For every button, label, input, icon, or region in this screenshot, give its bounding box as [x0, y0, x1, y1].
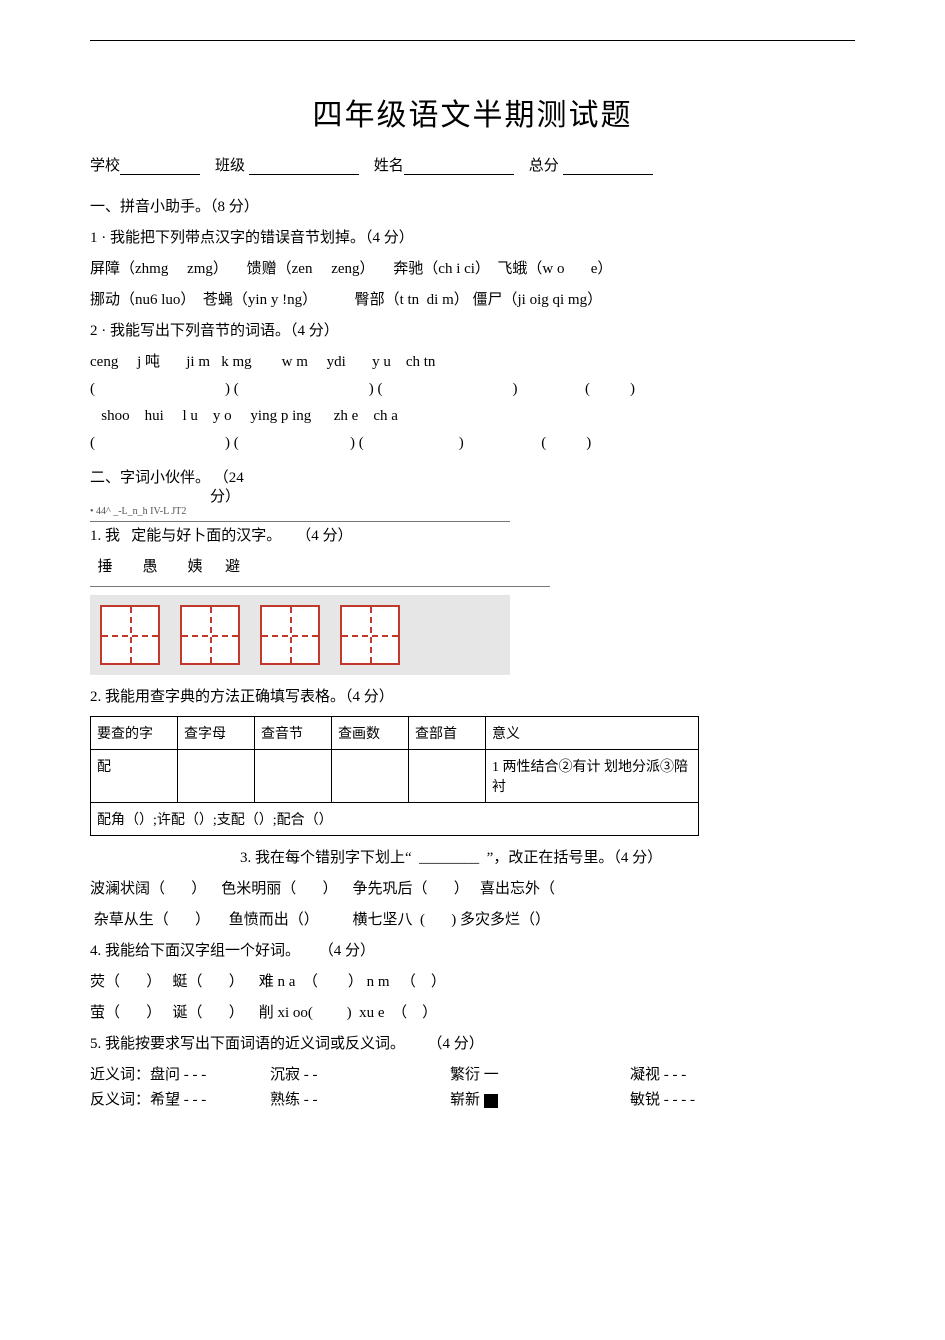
synonym-row: 近义词：盘问 - - - 沉寂 - - 繁衍 一 凝视 - - - [90, 1063, 855, 1084]
char-box-2[interactable] [180, 605, 240, 665]
cell-letter[interactable] [178, 750, 255, 803]
ant-4: 敏锐 - - - - [630, 1088, 760, 1109]
q1-2-paren-row2: () () () () [90, 435, 855, 452]
table-header-row: 要查的字 查字母 查音节 查画数 查部首 意义 [91, 717, 699, 750]
cell-syllable[interactable] [255, 750, 332, 803]
sub-horizontal-rule-1 [90, 521, 510, 522]
school-label: 学校 [90, 158, 120, 174]
q1-1-prompt: 1 · 我能把下列带点汉字的错误音节划掉。（4 分） [90, 226, 855, 247]
syn-2: 沉寂 - - [270, 1063, 400, 1084]
cell-char: 配 [91, 750, 178, 803]
char-box-4[interactable] [340, 605, 400, 665]
q1-2-prompt: 2 · 我能写出下列音节的词语。（4 分） [90, 319, 855, 340]
top-horizontal-rule [90, 40, 855, 41]
q2-2-prompt: 2. 我能用查字典的方法正确填写表格。（4 分） [90, 685, 855, 706]
page: 四年级语文半期测试题 学校 班级 姓名 总分 一、拼音小助手。（8 分） 1 ·… [0, 0, 945, 1173]
character-writing-boxes [90, 595, 510, 675]
ant-3: 崭新 [450, 1092, 480, 1108]
q2-1-prompt: 1. 我 定能与好卜面的汉字。 （4 分） [90, 524, 855, 545]
tiny-artifact-text: • 44^ _-L_n_h IV-L JT2 [90, 506, 855, 517]
cell-radical[interactable] [409, 750, 486, 803]
ant-label: 反义词： [90, 1092, 150, 1108]
q2-5-prompt: 5. 我能按要求写出下面词语的近义词或反义词。 （4 分） [90, 1032, 855, 1053]
q1-2-pinyin-row1: ceng j 吨 ji m k mg w m ydi y u ch tn [90, 350, 855, 371]
ant-1: 希望 - - - [150, 1092, 206, 1108]
section-2-heading: 二、字词小伙伴。 （24 [90, 466, 855, 487]
q2-4-line2: 萤（ ） 诞（ ） 削 xi oo( ) xu e （ ） [90, 1001, 855, 1022]
cell-usage: 配角（）;许配（）;支配（）;配合（） [91, 803, 699, 836]
q2-3-line1: 波澜状阔（ ） 色米明丽（ ） 争先巩后（ ） 喜出忘外（ [90, 877, 855, 898]
cell-meaning: 1 两性结合②有计 划地分派③陪衬 [486, 750, 699, 803]
table-row-full: 配角（）;许配（）;支配（）;配合（） [91, 803, 699, 836]
section-1-heading: 一、拼音小助手。（8 分） [90, 195, 855, 216]
char-box-3[interactable] [260, 605, 320, 665]
q2-3-prompt: 3. 我在每个错别字下划上“ ________ ”，改正在括号里。（4 分） [240, 846, 855, 867]
section-2-heading-cont: 分） [210, 485, 855, 506]
name-blank[interactable] [404, 158, 514, 175]
char-box-1[interactable] [100, 605, 160, 665]
th-char: 要查的字 [91, 717, 178, 750]
q1-2-paren-row1: () () () () [90, 381, 855, 398]
q2-4-prompt: 4. 我能给下面汉字组一个好词。 （4 分） [90, 939, 855, 960]
class-blank[interactable] [249, 158, 359, 175]
student-info-line: 学校 班级 姓名 总分 [90, 154, 855, 175]
black-square-icon [484, 1094, 498, 1108]
name-label: 姓名 [374, 158, 404, 174]
syn-3: 繁衍 一 [450, 1063, 580, 1084]
ant-2: 熟练 - - [270, 1088, 400, 1109]
q1-2-pinyin-row2: shoo hui l u y o ying p ing zh e ch a [90, 408, 855, 425]
page-title: 四年级语文半期测试题 [90, 90, 855, 134]
table-row: 配 1 两性结合②有计 划地分派③陪衬 [91, 750, 699, 803]
q1-1-line2: 挪动（nu6 luo） 苍蝇（yin y !ng） 臀部（t tn di m） … [90, 288, 855, 309]
antonym-row: 反义词：希望 - - - 熟练 - - 崭新 敏锐 - - - - [90, 1088, 855, 1109]
school-blank[interactable] [120, 158, 200, 175]
syn-4: 凝视 - - - [630, 1063, 760, 1084]
score-label: 总分 [529, 158, 559, 174]
th-syllable: 查音节 [255, 717, 332, 750]
q2-4-line1: 荧（ ） 蜓（ ） 难 n a （ ） n m （ ） [90, 970, 855, 991]
cell-strokes[interactable] [332, 750, 409, 803]
q2-3-line2: 杂草从生（ ） 鱼愤而出（） 横七坚八 ( ) 多灾多烂（） [90, 908, 855, 929]
q1-1-line1: 屏障（zhmg zmg） 馈赠（zen zeng） 奔驰（ch i ci） 飞蛾… [90, 257, 855, 278]
dictionary-lookup-table: 要查的字 查字母 查音节 查画数 查部首 意义 配 1 两性结合②有计 划地分派… [90, 716, 699, 836]
syn-1: 盘问 - - - [150, 1067, 206, 1083]
class-label: 班级 [215, 158, 245, 174]
score-blank[interactable] [563, 158, 653, 175]
syn-label: 近义词： [90, 1067, 150, 1083]
sub-horizontal-rule-2 [90, 586, 550, 587]
th-letter: 查字母 [178, 717, 255, 750]
th-radical: 查部首 [409, 717, 486, 750]
q2-1-chars: 捶 愚 姨 避 [90, 555, 855, 576]
th-strokes: 查画数 [332, 717, 409, 750]
th-meaning: 意义 [486, 717, 699, 750]
